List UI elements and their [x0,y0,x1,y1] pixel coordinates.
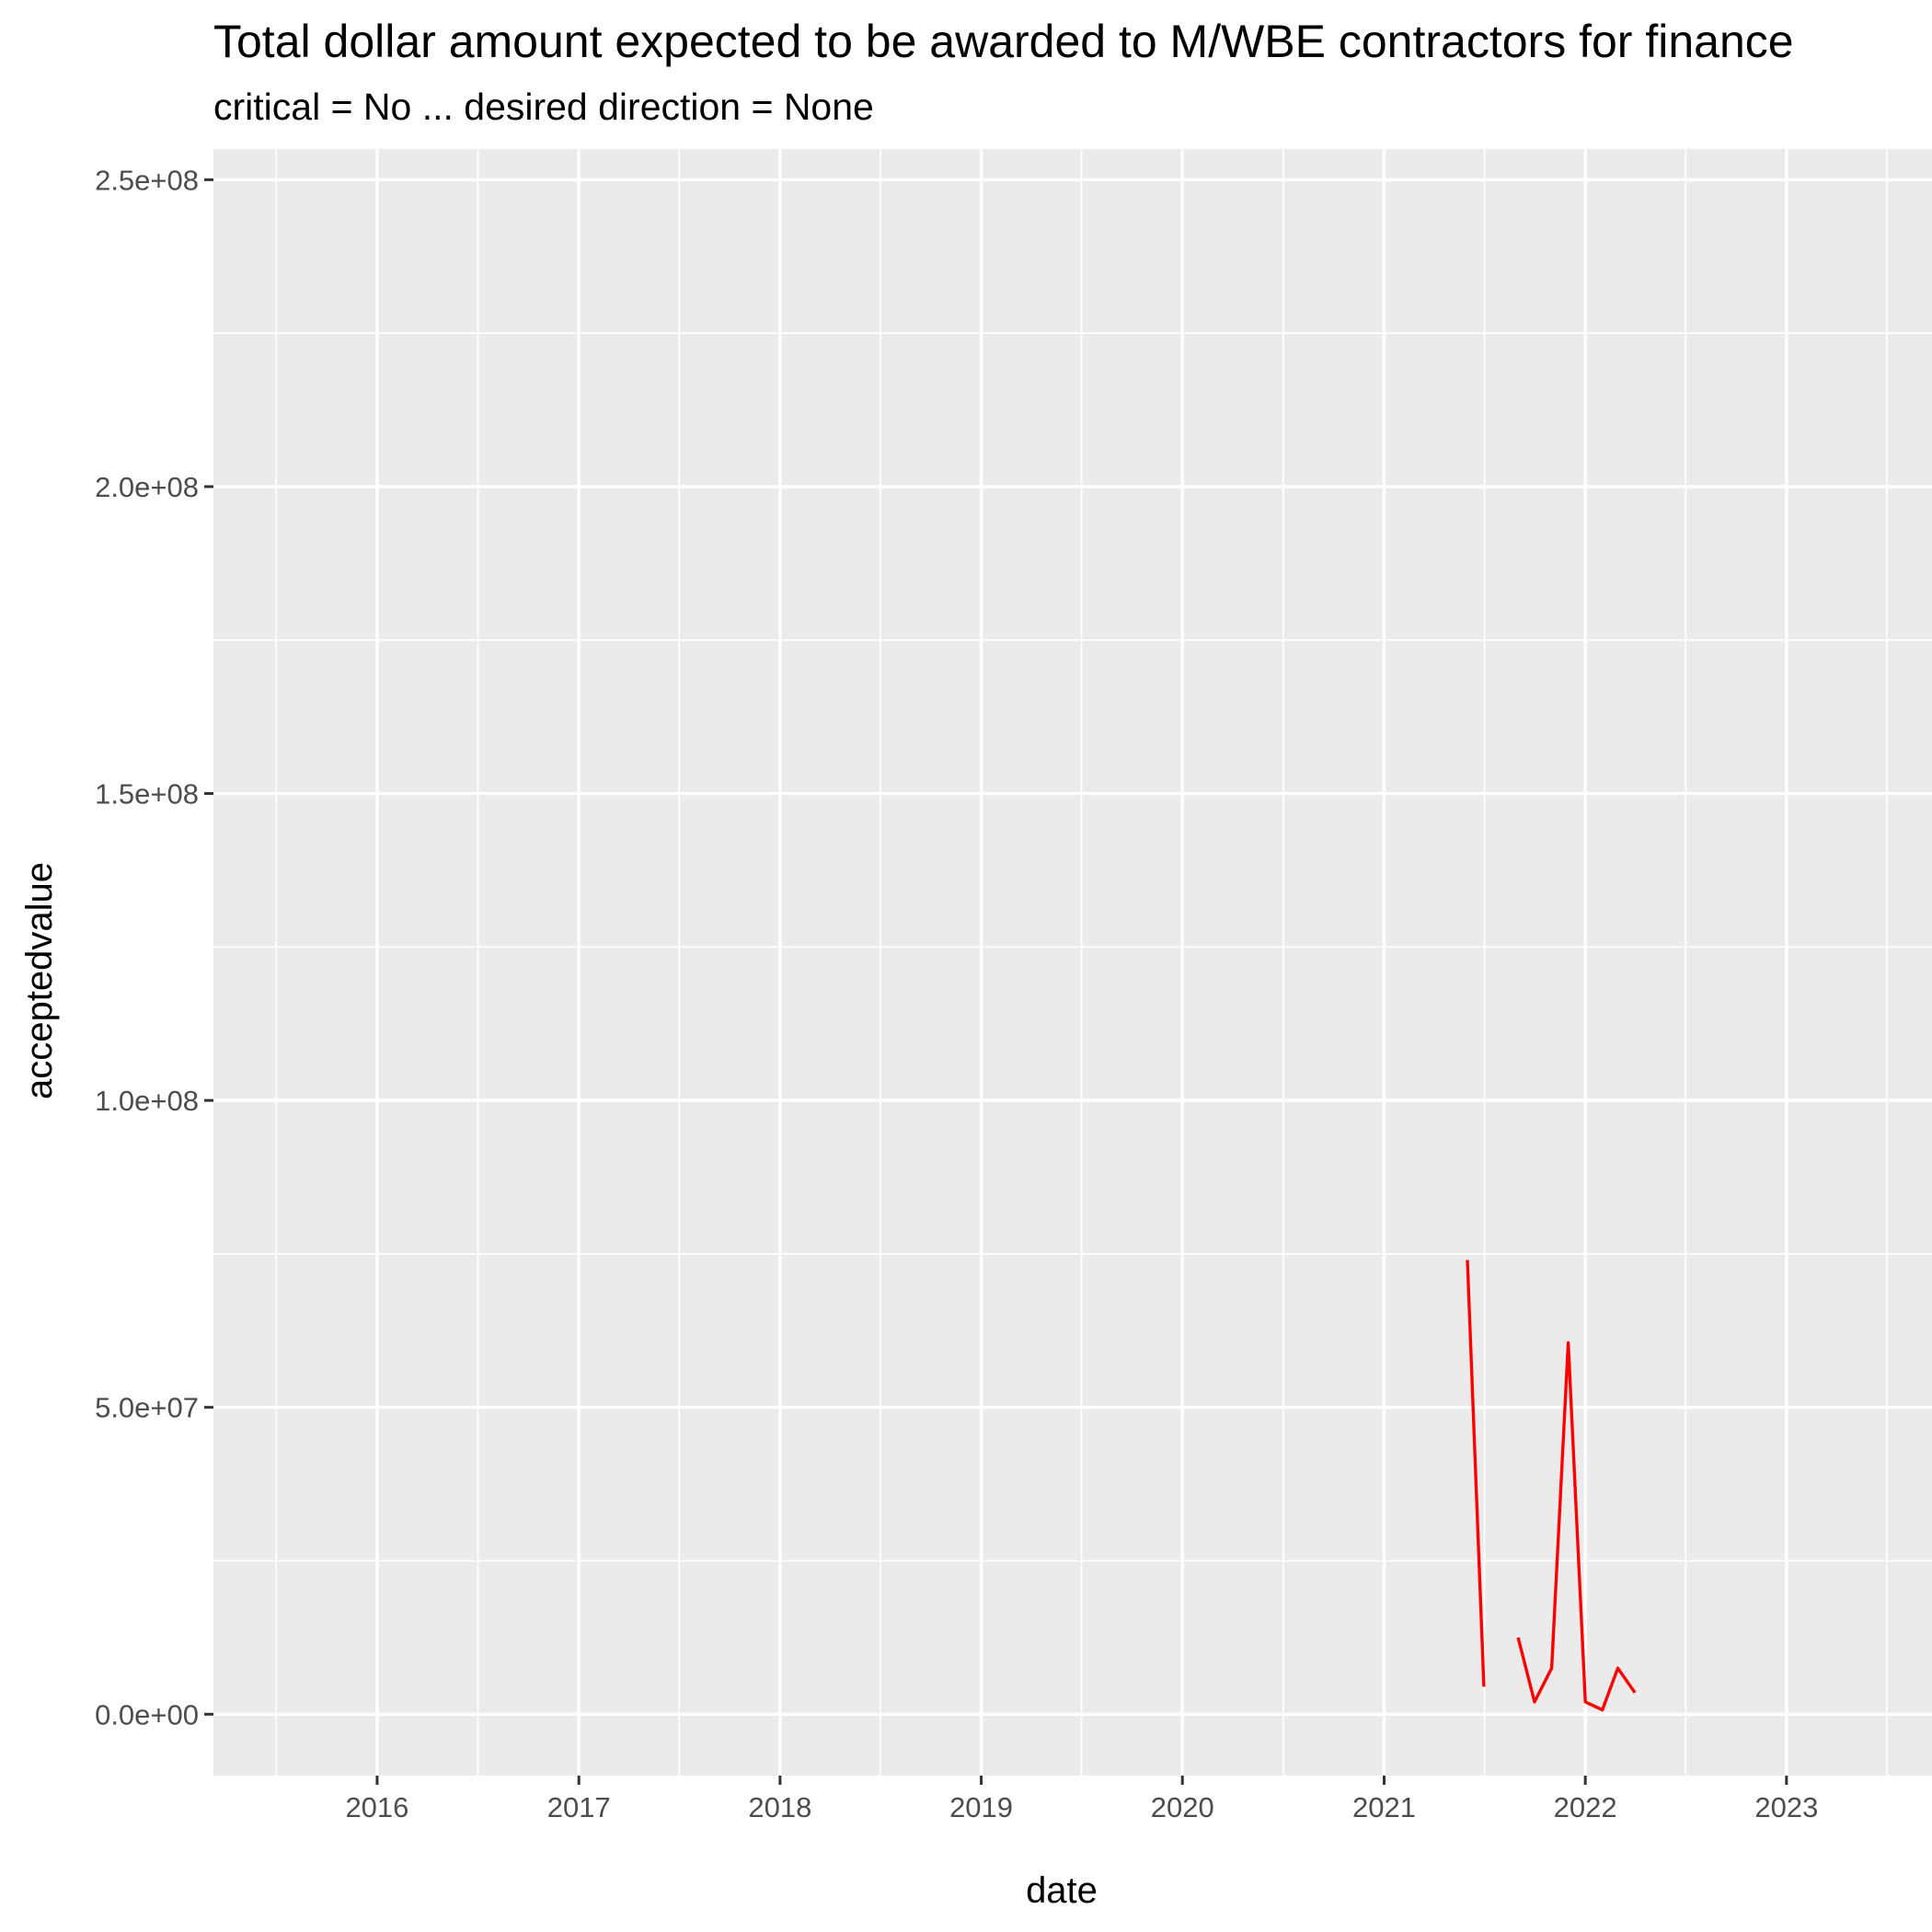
y-axis-title: acceptedvalue [19,862,60,1099]
x-tick-label: 2020 [1151,1791,1214,1823]
chart-subtitle: critical = No ... desired direction = No… [213,86,874,128]
y-tick-label: 5.0e+07 [95,1392,199,1424]
series-line-segment [1516,1340,1637,1712]
chart-title: Total dollar amount expected to be award… [213,16,1794,67]
x-tick-label: 2017 [547,1791,611,1823]
x-axis-title: date [1026,1870,1098,1911]
x-tick-label: 2019 [949,1791,1013,1823]
x-tick-label: 2021 [1352,1791,1416,1823]
y-tick-label: 0.0e+00 [95,1698,199,1731]
series-layer [1466,1259,1637,1712]
plot-panel [213,149,1932,1776]
minor-gridlines [213,149,1932,1776]
x-tick-label: 2018 [748,1791,811,1823]
y-tick-label: 1.5e+08 [95,778,199,811]
y-tick-label: 2.5e+08 [95,164,199,196]
y-tick-label: 2.0e+08 [95,471,199,503]
x-tick-label: 2016 [345,1791,408,1823]
y-tick-label: 1.0e+08 [95,1085,199,1117]
x-tick-label: 2023 [1754,1791,1818,1823]
x-axis: 2016 2017 2018 2019 2020 2021 2022 2023 [345,1776,1818,1823]
major-gridlines [213,149,1932,1776]
series-line-segment [1466,1259,1486,1687]
y-axis: 0.0e+00 5.0e+07 1.0e+08 1.5e+08 2.0e+08 2.5e+… [95,164,213,1731]
x-tick-label: 2022 [1554,1791,1617,1823]
